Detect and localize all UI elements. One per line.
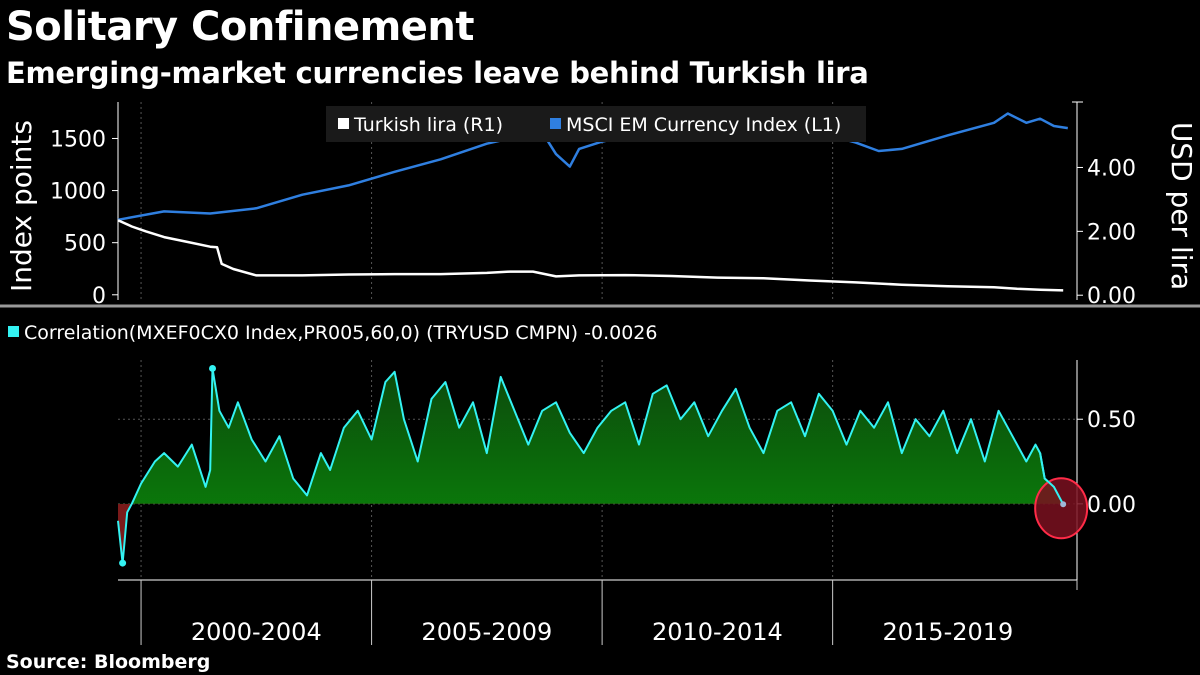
legend-background xyxy=(326,106,866,142)
x-period-label-1: 2005-2009 xyxy=(421,618,552,646)
bottom-panel: Correlation(MXEF0CX0 Index,PR005,60,0) (… xyxy=(8,322,1136,581)
correlation-area-positive xyxy=(118,368,1064,504)
legend-swatch-msci xyxy=(550,118,561,129)
highlight-circle xyxy=(1034,477,1089,540)
source-note: Source: Bloomberg xyxy=(6,651,211,673)
x-axis: 2000-2004 2005-2009 2010-2014 2015-2019 xyxy=(140,580,1078,646)
correlation-line-end xyxy=(1039,452,1065,505)
turkish-lira-line xyxy=(117,219,1064,292)
correlation-max-point xyxy=(209,364,217,372)
legend: Turkish lira (R1) MSCI EM Currency Index … xyxy=(326,106,866,142)
left-tick-label-3: 1500 xyxy=(50,127,106,152)
correlation-title: Correlation(MXEF0CX0 Index,PR005,60,0) (… xyxy=(24,322,657,344)
x-period-label-3: 2015-2019 xyxy=(882,618,1013,646)
right-tick-label-2: 4.00 xyxy=(1087,156,1136,181)
x-period-label-0: 2000-2004 xyxy=(191,618,322,646)
bottom-tick-label-0: 0.00 xyxy=(1087,493,1136,518)
left-tick-label-0: 0 xyxy=(92,284,106,309)
x-period-label-2: 2010-2014 xyxy=(652,618,783,646)
right-tick-label-1: 2.00 xyxy=(1087,220,1136,245)
bottom-tick-label-1: 0.50 xyxy=(1087,408,1136,433)
correlation-line xyxy=(117,367,1065,565)
chart-title: Solitary Confinement xyxy=(6,4,475,50)
correlation-min-point xyxy=(119,559,127,567)
right-axis-title: USD per lira xyxy=(1165,122,1198,290)
legend-label-lira: Turkish lira (R1) xyxy=(353,114,503,136)
left-tick-label-2: 1000 xyxy=(50,180,106,205)
left-tick-label-1: 500 xyxy=(64,232,106,257)
correlation-legend-swatch xyxy=(8,326,19,337)
correlation-last-point xyxy=(1060,501,1067,508)
left-axis-title: Index points xyxy=(5,120,38,292)
legend-label-msci: MSCI EM Currency Index (L1) xyxy=(566,114,841,136)
chart-subtitle: Emerging-market currencies leave behind … xyxy=(6,56,869,90)
legend-swatch-lira xyxy=(338,118,349,129)
